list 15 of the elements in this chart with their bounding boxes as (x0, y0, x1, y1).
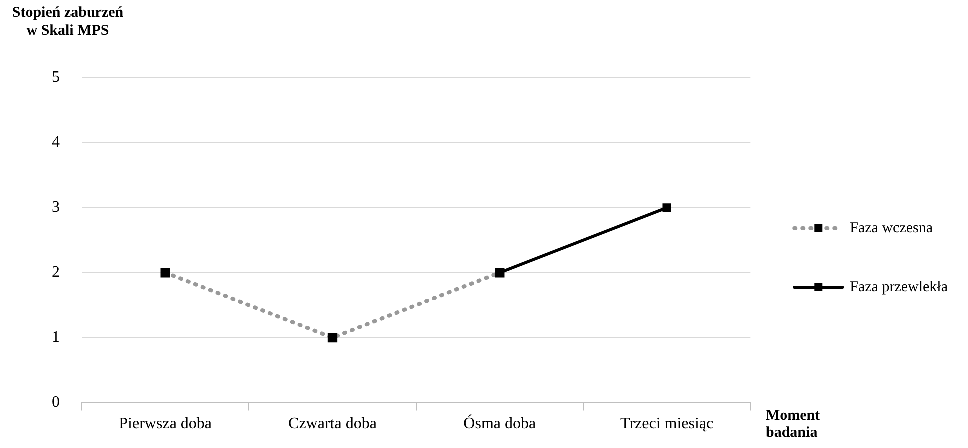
y-tick-label: 1 (52, 329, 60, 346)
legend-label: Faza przewlekła (850, 279, 948, 296)
x-tick-label: Czwarta doba (288, 416, 377, 433)
x-axis-title: Moment badania (766, 408, 822, 442)
y-tick-label: 4 (52, 134, 60, 152)
y-tick-label: 0 (52, 394, 60, 412)
y-tick-label: 3 (52, 199, 60, 216)
x-tick-label: Trzeci miesiąc (620, 416, 714, 433)
y-tick-label: 5 (52, 69, 60, 86)
legend-label: Faza wczesna (850, 220, 934, 236)
point (662, 204, 672, 212)
y-axis-title: Stopień zaburzeń w Skali MPS (11, 4, 125, 40)
y-tick-label: 2 (52, 264, 60, 282)
x-tick-label: Ósma doba (464, 414, 536, 433)
x-tick-label: Pierwsza doba (119, 416, 212, 433)
